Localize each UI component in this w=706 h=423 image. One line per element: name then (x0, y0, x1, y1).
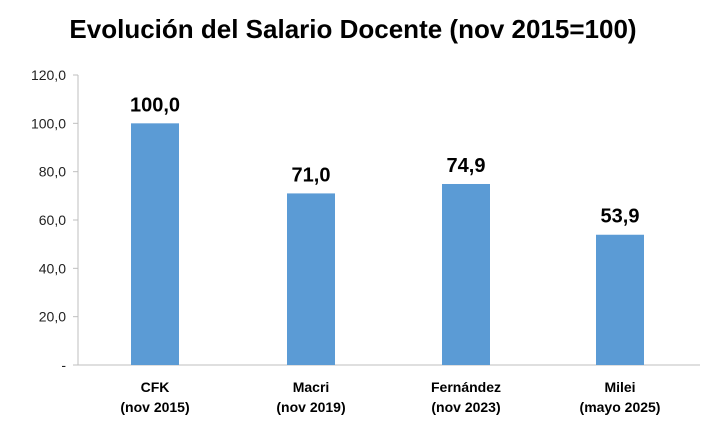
category-label: (nov 2019) (276, 399, 345, 415)
data-label: 71,0 (292, 164, 331, 186)
category-label: Milei (604, 379, 635, 395)
chart-title: Evolución del Salario Docente (nov 2015=… (69, 14, 637, 44)
category-label: CFK (141, 379, 170, 395)
category-label: Macri (293, 379, 330, 395)
bar (442, 183, 490, 365)
y-tick-label: 60,0 (39, 212, 66, 228)
bar (287, 193, 335, 365)
category-label: Fernández (431, 379, 501, 395)
data-label: 53,9 (601, 206, 640, 228)
y-tick-label: 100,0 (31, 115, 66, 131)
data-label: 74,9 (447, 155, 486, 177)
category-label: (mayo 2025) (580, 399, 661, 415)
category-label: (nov 2015) (120, 399, 189, 415)
y-tick-label: 80,0 (39, 164, 66, 180)
y-tick-label: 120,0 (31, 67, 66, 83)
y-tick-label: 20,0 (39, 309, 66, 325)
bar (131, 123, 179, 365)
data-label: 100,0 (130, 94, 180, 116)
bar (596, 234, 644, 365)
y-tick-label: 40,0 (39, 260, 66, 276)
y-tick-label: - (61, 357, 66, 373)
category-label: (nov 2023) (431, 399, 500, 415)
